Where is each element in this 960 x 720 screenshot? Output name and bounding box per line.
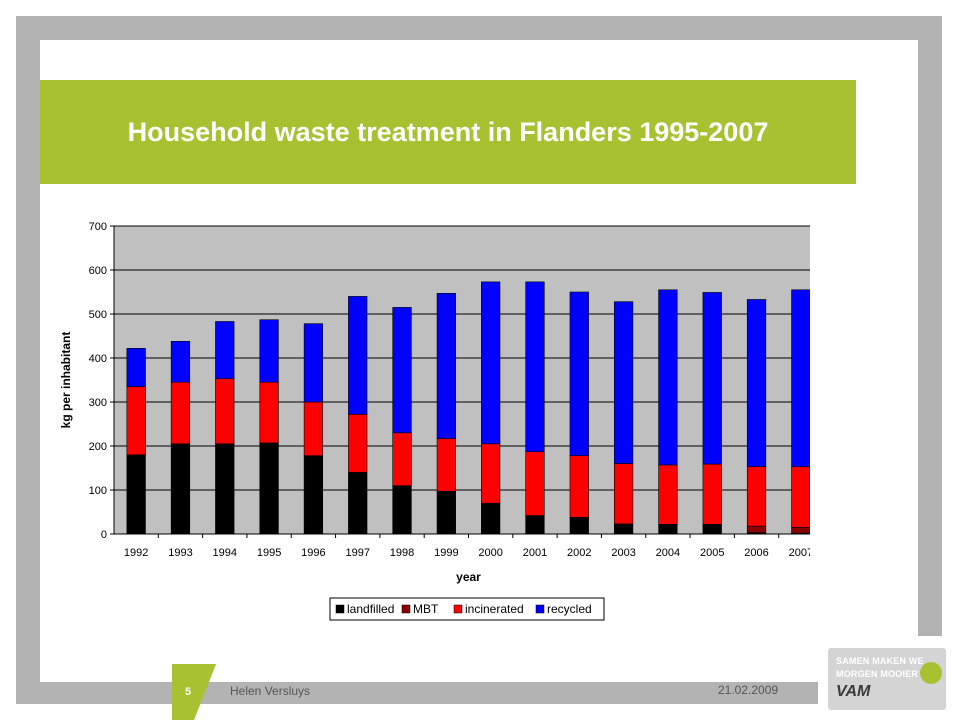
- bar-incinerated-1994: [215, 378, 235, 445]
- bar-recycled-1998: [392, 307, 412, 434]
- bar-landfilled-2004: [658, 524, 678, 535]
- vmm-logo: SAMEN MAKEN WE MORGEN MOOIER VAM: [828, 648, 946, 710]
- slide-title: Household waste treatment in Flanders 19…: [127, 116, 769, 147]
- bar-landfilled-1999: [436, 491, 456, 535]
- bar-recycled-2007: [791, 289, 810, 467]
- bar-incinerated-2006: [746, 466, 767, 527]
- waste-chart: 0 100 200 300 400 500 600 700 1992 1993 1994 1995 19…: [59, 221, 810, 621]
- x-tick-label: 1995: [257, 547, 281, 559]
- slide-date: 21.02.2009: [718, 683, 779, 697]
- bar-recycled-2000: [481, 281, 501, 445]
- bar-incinerated-1995: [259, 381, 279, 444]
- x-tick-label: 1998: [390, 547, 414, 559]
- bar-recycled-2002: [569, 291, 589, 456]
- bar-incinerated-1998: [392, 432, 412, 486]
- frame-bottom: [16, 682, 818, 704]
- x-tick-label: 2002: [567, 547, 591, 559]
- bar-landfilled-2005: [702, 524, 722, 535]
- legend-swatch-landfilled: [335, 604, 345, 614]
- bar-MBT-2006: [746, 525, 767, 533]
- bar-incinerated-2002: [569, 455, 589, 518]
- frame-left: [16, 16, 40, 704]
- bar-landfilled-1992: [126, 454, 146, 535]
- x-tick-label: 1997: [345, 547, 369, 559]
- legend-label-incinerated: incinerated: [465, 602, 524, 616]
- y-axis-label: kg per inhabitant: [59, 332, 73, 429]
- bar-recycled-1999: [436, 293, 456, 439]
- bar-recycled-1994: [215, 321, 235, 379]
- bar-recycled-1995: [259, 319, 279, 383]
- y-tick-label: 500: [89, 309, 107, 321]
- x-tick-label: 1993: [168, 547, 192, 559]
- y-tick-label: 300: [89, 397, 107, 409]
- bar-incinerated-2007: [791, 466, 810, 528]
- bar-incinerated-1996: [303, 401, 324, 456]
- bar-recycled-2004: [658, 289, 678, 466]
- bar-landfilled-1993: [170, 443, 191, 535]
- bar-recycled-2006: [746, 299, 767, 467]
- bar-recycled-1997: [348, 296, 368, 415]
- bar-incinerated-2003: [613, 463, 634, 525]
- legend-swatch-incinerated: [453, 604, 463, 614]
- bar-recycled-1992: [126, 348, 146, 387]
- x-tick-label: 2006: [744, 547, 768, 559]
- bar-recycled-2003: [613, 301, 634, 464]
- bar-landfilled-1994: [215, 443, 235, 535]
- leaf-tag-icon: [920, 662, 942, 684]
- bar-recycled-1996: [303, 323, 324, 403]
- x-tick-label: 2004: [656, 547, 680, 559]
- bar-incinerated-1997: [348, 414, 368, 473]
- x-tick-label: 1992: [124, 547, 148, 559]
- bar-recycled-2005: [702, 292, 722, 465]
- bar-MBT-2007: [791, 527, 810, 534]
- x-tick-label: 2000: [478, 547, 502, 559]
- bar-incinerated-1992: [126, 386, 146, 456]
- legend-label-MBT: MBT: [413, 602, 439, 616]
- y-tick-label: 0: [101, 529, 107, 541]
- x-tick-label: 1994: [213, 547, 237, 559]
- logo-slogan-line1: SAMEN MAKEN WE: [836, 656, 924, 666]
- x-tick-label: 2007: [789, 547, 810, 559]
- x-tick-label: 2001: [523, 547, 547, 559]
- bar-incinerated-2001: [525, 451, 545, 516]
- bar-landfilled-1995: [259, 442, 279, 535]
- title-bar: Household waste treatment in Flanders 19…: [40, 80, 856, 184]
- bar-incinerated-1999: [436, 438, 456, 492]
- bar-landfilled-1997: [348, 472, 368, 535]
- y-tick-label: 400: [89, 353, 107, 365]
- x-tick-label: 2003: [611, 547, 635, 559]
- bar-incinerated-1993: [170, 381, 191, 445]
- bar-incinerated-2000: [481, 443, 501, 504]
- author-name: Helen Versluys: [230, 684, 311, 698]
- x-tick-label: 1996: [301, 547, 325, 559]
- bar-incinerated-2005: [702, 463, 722, 525]
- logo-mark: VAM: [836, 683, 871, 700]
- legend-box: [329, 597, 605, 621]
- x-tick-label: 2005: [700, 547, 724, 559]
- bar-landfilled-2000: [481, 502, 501, 535]
- bar-landfilled-1996: [303, 455, 324, 535]
- legend-label-landfilled: landfilled: [347, 602, 394, 616]
- bar-landfilled-2003: [613, 523, 634, 535]
- bar-recycled-1993: [170, 340, 191, 383]
- logo-slogan-line2: MORGEN MOOIER: [836, 669, 919, 679]
- bar-landfilled-2002: [569, 516, 589, 535]
- page-number: 5: [184, 686, 192, 698]
- legend-swatch-MBT: [401, 604, 411, 614]
- y-tick-label: 600: [89, 265, 107, 277]
- y-tick-label: 200: [89, 441, 107, 453]
- x-axis-label: year: [456, 570, 481, 584]
- bar-incinerated-2004: [658, 464, 678, 525]
- page-number-tab: [172, 664, 216, 720]
- bar-landfilled-1998: [392, 485, 412, 535]
- bar-recycled-2001: [525, 281, 545, 453]
- y-tick-label: 100: [89, 485, 107, 497]
- frame-top: [16, 16, 942, 40]
- legend-swatch-recycled: [535, 604, 545, 614]
- frame-right: [918, 16, 942, 636]
- x-tick-label: 1999: [434, 547, 458, 559]
- y-tick-label: 700: [89, 221, 107, 233]
- bar-landfilled-2001: [525, 515, 545, 535]
- legend-label-recycled: recycled: [547, 602, 592, 616]
